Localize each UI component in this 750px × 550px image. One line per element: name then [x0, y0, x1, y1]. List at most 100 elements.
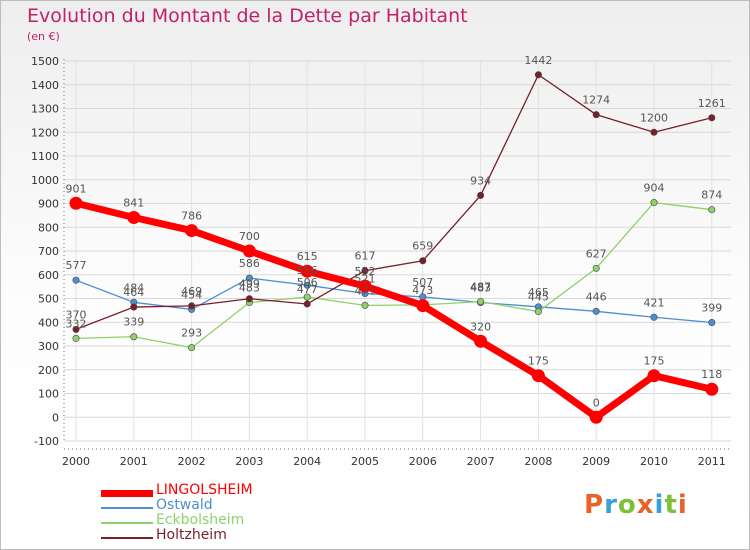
y-tick-label: 0 — [52, 411, 59, 424]
data-label: 617 — [355, 250, 376, 263]
x-tick-label: 2011 — [698, 455, 726, 468]
y-tick-label: 1000 — [31, 174, 59, 187]
data-point — [303, 293, 311, 301]
data-point — [592, 111, 600, 119]
data-point — [130, 303, 138, 311]
y-tick-label: 400 — [38, 316, 59, 329]
data-label: 464 — [123, 286, 144, 299]
data-point — [534, 308, 542, 316]
data-point — [416, 299, 430, 313]
data-point — [72, 325, 80, 333]
x-tick-label: 2004 — [293, 455, 321, 468]
legend-swatch — [101, 507, 153, 509]
y-tick-label: 1200 — [31, 126, 59, 139]
data-label: 421 — [644, 296, 665, 309]
proxiti-logo: Proxiti — [584, 490, 688, 520]
data-label: 901 — [66, 182, 87, 195]
data-label: 118 — [701, 368, 722, 381]
data-label: 454 — [181, 288, 202, 301]
data-label: 483 — [239, 282, 260, 295]
data-label: 175 — [528, 355, 549, 368]
data-label: 874 — [701, 189, 722, 202]
x-tick-label: 2001 — [120, 455, 148, 468]
data-labels: 901 841 786 700 615 552 320 175 0 175 118 577 484 454… — [66, 54, 726, 409]
legend-label: Eckbolsheim — [156, 512, 245, 528]
data-point — [477, 298, 485, 306]
data-point — [69, 196, 83, 210]
legend-swatch — [101, 537, 153, 539]
data-point — [647, 369, 661, 383]
data-label: 484 — [123, 281, 144, 294]
data-label: 370 — [66, 308, 87, 321]
data-label: 469 — [181, 285, 202, 298]
x-tick-label: 2009 — [582, 455, 610, 468]
data-label: 0 — [593, 396, 600, 409]
data-label: 556 — [297, 264, 318, 277]
data-label: 499 — [239, 278, 260, 291]
data-point — [592, 264, 600, 272]
data-point — [477, 191, 485, 199]
data-point — [534, 71, 542, 79]
legend-swatch — [101, 522, 153, 524]
data-label: 487 — [470, 281, 491, 294]
y-tick-label: 900 — [38, 198, 59, 211]
data-label: 659 — [412, 240, 433, 253]
data-point — [708, 318, 716, 326]
series-line-holtzheim — [75, 74, 712, 330]
x-tick-label: 2006 — [409, 455, 437, 468]
data-point — [361, 301, 369, 309]
x-axis-ticks: 2000 2001 2002 2003 2004 2005 2006 2007 2008 2009… — [62, 455, 726, 468]
data-label: 399 — [701, 301, 722, 314]
legend-label: Holtzheim — [156, 527, 227, 543]
data-point — [589, 410, 603, 424]
y-tick-label: 800 — [38, 221, 59, 234]
data-label: 507 — [412, 276, 433, 289]
legend-swatch — [101, 489, 153, 497]
chart-unit-label: (en €) — [27, 30, 60, 43]
y-tick-label: 500 — [38, 293, 59, 306]
data-label: 175 — [644, 355, 665, 368]
data-label: 615 — [297, 250, 318, 263]
data-label: 552 — [355, 265, 376, 278]
data-label: 473 — [412, 284, 433, 297]
data-label: 506 — [297, 276, 318, 289]
data-label: 904 — [644, 182, 665, 195]
chart-title: Evolution du Montant de la Dette par Hab… — [27, 5, 468, 27]
data-point — [245, 295, 253, 303]
y-axis-ticks: -100 0 100 200 300 400 500 600 700 800 900 1000 1100… — [31, 55, 59, 448]
data-point — [358, 279, 372, 293]
y-tick-label: 700 — [38, 245, 59, 258]
x-tick-label: 2002 — [178, 455, 206, 468]
data-label: 934 — [470, 174, 491, 187]
data-point — [188, 344, 196, 352]
data-point — [242, 244, 256, 258]
x-tick-label: 2000 — [62, 455, 90, 468]
data-label: 1274 — [582, 94, 610, 107]
y-tick-label: -100 — [34, 435, 59, 448]
data-point — [592, 307, 600, 315]
grid-lines — [64, 60, 731, 442]
data-point — [531, 369, 545, 383]
data-point — [650, 313, 658, 321]
y-tick-label: 200 — [38, 364, 59, 377]
x-tick-label: 2008 — [524, 455, 552, 468]
data-point — [708, 114, 716, 122]
data-point — [245, 274, 253, 282]
x-tick-label: 2005 — [351, 455, 379, 468]
data-point — [474, 334, 488, 348]
y-tick-label: 100 — [38, 388, 59, 401]
data-point — [419, 257, 427, 265]
legend-label: Ostwald — [156, 497, 213, 513]
data-point — [650, 199, 658, 207]
series-group — [69, 71, 719, 424]
data-point — [361, 267, 369, 275]
data-point — [188, 302, 196, 310]
data-label: 700 — [239, 230, 260, 243]
data-label: 293 — [181, 327, 202, 340]
y-tick-label: 1300 — [31, 103, 59, 116]
data-point — [705, 382, 719, 396]
data-label: 586 — [239, 257, 260, 270]
data-label: 332 — [66, 317, 87, 330]
